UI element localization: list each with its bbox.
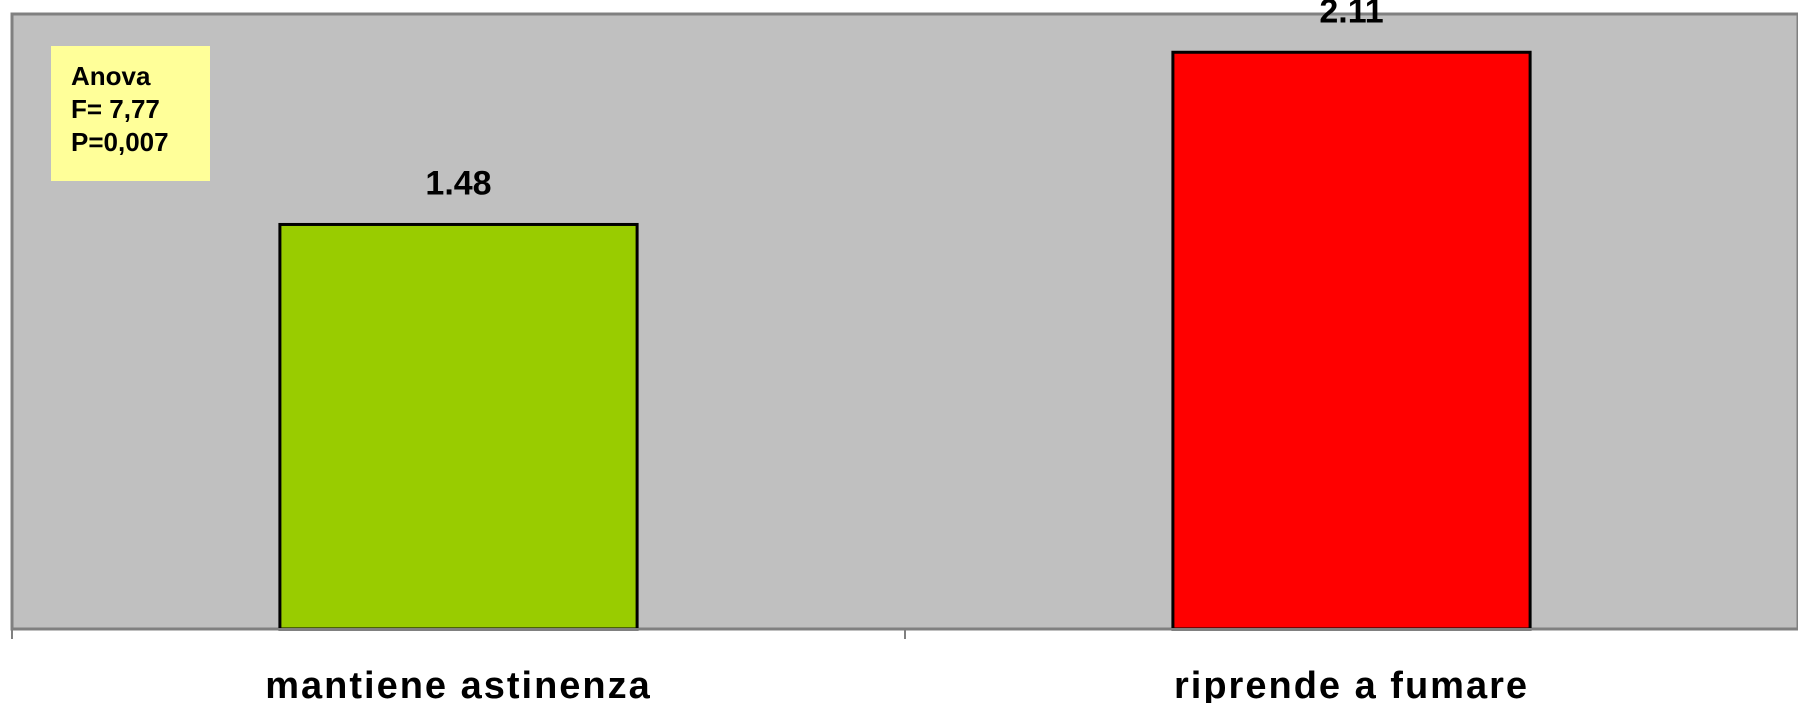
labels-layer: 1.48 mantiene astinenza 2.11 riprende a fum… xyxy=(265,0,1529,703)
category-label-mantiene-astinenza: mantiene astinenza xyxy=(265,665,652,703)
category-label-riprende-a-fumare: riprende a fumare xyxy=(1174,665,1529,703)
value-label-mantiene-astinenza: 1.48 xyxy=(425,164,491,202)
bar-mantiene-astinenza xyxy=(278,222,639,631)
bar-riprende-a-fumare xyxy=(1171,50,1532,631)
anova-title: Anova xyxy=(71,61,151,91)
anova-f-value: F= 7,77 xyxy=(71,94,160,124)
value-label-riprende-a-fumare: 2.11 xyxy=(1319,0,1383,30)
anova-p-value: P=0,007 xyxy=(71,127,169,157)
x-axis-ticks xyxy=(11,629,906,639)
anova-stats-box: Anova F= 7,77 P=0,007 xyxy=(51,46,210,181)
